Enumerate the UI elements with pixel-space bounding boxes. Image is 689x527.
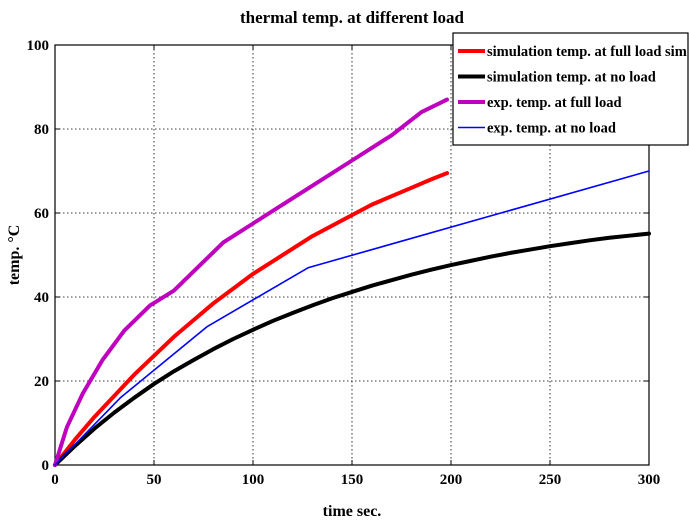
y-tick-label-4: 80 — [34, 122, 49, 138]
x-tick-label-5: 250 — [539, 472, 562, 488]
x-tick-label-1: 50 — [147, 472, 162, 488]
x-tick-label-3: 150 — [341, 472, 364, 488]
y-tick-label-5: 100 — [27, 38, 50, 54]
legend-label-2: exp. temp. at full load — [487, 95, 622, 111]
series-line-3 — [54, 170, 650, 466]
series-layer — [53, 97, 651, 467]
legend-label-3: exp. temp. at no load — [487, 121, 616, 137]
axis-ticks: 0 50 100 150 200 250 300 0 20 40 60 80 100 — [27, 38, 661, 488]
y-tick-label-3: 60 — [34, 206, 49, 222]
legend-label-0: simulation temp. at full load sim — [487, 44, 687, 60]
x-tick-label-6: 300 — [638, 472, 661, 488]
series-line-0 — [53, 171, 450, 467]
chart-title: thermal temp. at different load — [240, 8, 464, 27]
legend-label-1: simulation temp. at no load — [487, 70, 656, 86]
y-tick-label-2: 40 — [34, 290, 49, 306]
series-line-2 — [53, 97, 450, 467]
x-axis-label: time sec. — [323, 503, 382, 520]
legend: simulation temp. at full load sim simulat… — [452, 32, 689, 146]
series-line-1 — [53, 231, 651, 467]
x-tick-label-2: 100 — [242, 472, 265, 488]
x-tick-label-4: 200 — [440, 472, 463, 488]
y-axis-label: temp. °C — [6, 225, 23, 286]
y-tick-label-1: 20 — [34, 374, 49, 390]
legend-box — [452, 32, 689, 146]
x-tick-label-0: 0 — [51, 472, 59, 488]
y-tick-label-0: 0 — [42, 458, 50, 474]
